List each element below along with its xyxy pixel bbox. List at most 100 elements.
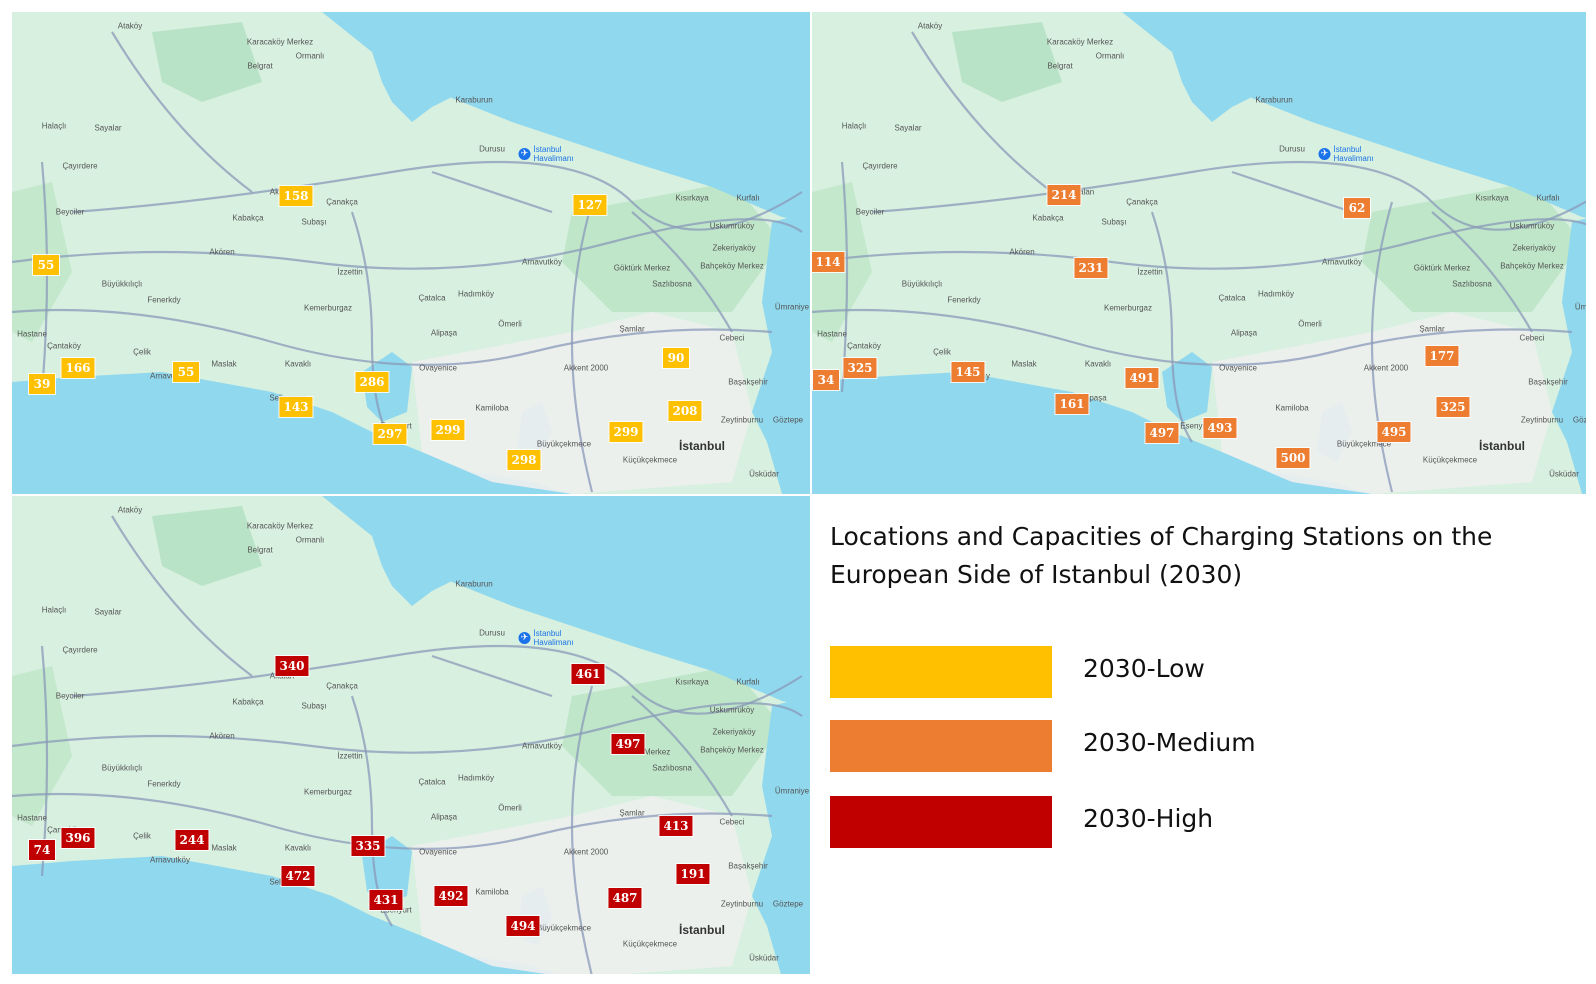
place-label: Belgrat — [247, 61, 273, 71]
place-label: Kavaklı — [1084, 359, 1112, 369]
station-marker: 335 — [351, 836, 385, 856]
place-label: Çayırdere — [862, 161, 898, 171]
place-label: Göktürk Merkez — [613, 263, 671, 273]
place-label: Subaşı — [301, 701, 327, 711]
lake — [1172, 52, 1262, 122]
place-label: Üsküdar — [749, 953, 779, 963]
place-label: Arnavutköy — [149, 855, 191, 865]
map-panel-low: Ataköy Karacaköy Merkez Ormanlı Belgrat Kara… — [12, 12, 810, 494]
station-marker: 461 — [571, 664, 605, 684]
map-base-medium — [812, 12, 1586, 494]
place-label: Belgrat — [1047, 61, 1073, 71]
place-label: Beyciler — [55, 691, 85, 701]
place-label: Akören — [1009, 247, 1035, 257]
station-marker: 244 — [175, 830, 209, 850]
place-label: İzzettin — [1137, 267, 1163, 277]
place-label: Kemerburgaz — [303, 787, 353, 797]
black-sea — [322, 12, 810, 222]
station-marker: 497 — [611, 734, 645, 754]
legend-swatch-medium — [830, 720, 1052, 772]
place-label: Esenyurt — [1180, 421, 1212, 431]
station-marker: 39 — [29, 374, 55, 394]
place-label: Maslak — [211, 359, 237, 369]
place-label: Ataköy — [117, 21, 143, 31]
place-label: Ormanlı — [295, 51, 325, 61]
legend-item-high: 2030-High — [830, 796, 1330, 848]
place-label: Ovayenice — [1219, 363, 1257, 373]
place-label: Kurfalı — [1536, 193, 1560, 203]
station-marker: 286 — [355, 372, 389, 392]
road — [570, 685, 594, 974]
airport-label: İstanbul Havalimanı — [533, 145, 574, 163]
place-label: Şamlar — [619, 324, 645, 334]
station-marker: 166 — [61, 358, 95, 378]
place-label: Akalan — [269, 671, 295, 681]
station-marker: 62 — [1344, 198, 1370, 218]
place-label: Ataköy — [917, 21, 943, 31]
place-label: Kısırkaya — [675, 193, 709, 203]
place-label: Karaburun — [1255, 95, 1293, 105]
place-label: Halaçlı — [41, 605, 67, 615]
place-label: Küçükçekmece — [622, 455, 678, 465]
place-label: Zekeriyaköy — [712, 727, 756, 737]
place-label: Cebeci — [1519, 333, 1545, 343]
place-label: Ormanlı — [295, 535, 325, 545]
place-label: Ömerli — [498, 319, 522, 329]
place-label: Halaçlı — [41, 121, 67, 131]
road — [631, 695, 733, 817]
road — [911, 31, 1053, 193]
place-label: Cebeci — [719, 817, 745, 827]
place-label: Üsküdar — [1549, 469, 1579, 479]
station-marker: 114 — [812, 252, 845, 272]
place-label: Uskumruköy — [709, 705, 755, 715]
marmara-sea — [812, 372, 1372, 494]
road — [1370, 201, 1394, 493]
urban-area — [412, 796, 752, 974]
place-label: Kısırkaya — [1475, 193, 1509, 203]
legend-item-medium: 2030-Medium — [830, 720, 1330, 772]
place-label: Fenerkdy — [147, 779, 181, 789]
station-marker: 494 — [506, 916, 540, 936]
station-marker: 340 — [275, 656, 309, 676]
road — [350, 211, 393, 443]
place-label: Çatalca — [418, 777, 446, 787]
station-marker: 299 — [609, 422, 643, 442]
place-label: Ömerli — [498, 803, 522, 813]
place-label: Arnavutköy — [521, 257, 563, 267]
place-label: Ovayenice — [419, 847, 457, 857]
place-label: Zekeriyaköy — [712, 243, 756, 253]
place-label: Kamiloba — [475, 403, 509, 413]
place-label: Akören — [209, 731, 235, 741]
place-label: Küçükçekmece — [1422, 455, 1478, 465]
road — [111, 515, 253, 677]
airplane-icon: ✈ — [518, 148, 531, 160]
place-label: Zeytinburnu — [720, 899, 764, 909]
place-label: Esenyurt — [380, 905, 412, 915]
station-marker: 495 — [1377, 422, 1411, 442]
place-label: Karacaköy Merkez — [246, 521, 314, 531]
place-label: Subaşı — [1101, 217, 1127, 227]
place-label: Şamlar — [1419, 324, 1445, 334]
station-marker: 297 — [373, 424, 407, 444]
place-label: Kemerburgaz — [303, 303, 353, 313]
place-label: Büyükçekmece — [536, 439, 592, 449]
place-label: Kurfalı — [736, 677, 760, 687]
place-label: Kemerburgaz — [1103, 303, 1153, 313]
place-label: Bahçeköy Merkez — [1500, 261, 1564, 271]
place-label: Maslak — [1011, 359, 1037, 369]
place-label: Arnavutköy — [1321, 257, 1363, 267]
place-label: Durusu — [1279, 144, 1305, 154]
road — [12, 218, 803, 270]
map-panel-medium: Ataköy Karacaköy Merkez Ormanlı Belgrat Kara… — [812, 12, 1586, 494]
forest-patch — [12, 666, 72, 826]
bosphorus — [1552, 218, 1586, 494]
place-label: Kavaklı — [284, 359, 312, 369]
place-label: Karaburun — [455, 95, 493, 105]
place-label: Arnavutköy — [149, 371, 191, 381]
place-label: Çatalca — [1218, 293, 1246, 303]
road — [812, 308, 1573, 366]
place-label: Çantaköy — [47, 341, 81, 351]
road — [12, 792, 773, 850]
place-label: Sazlıbosna — [652, 763, 692, 773]
station-marker: 431 — [369, 890, 403, 910]
